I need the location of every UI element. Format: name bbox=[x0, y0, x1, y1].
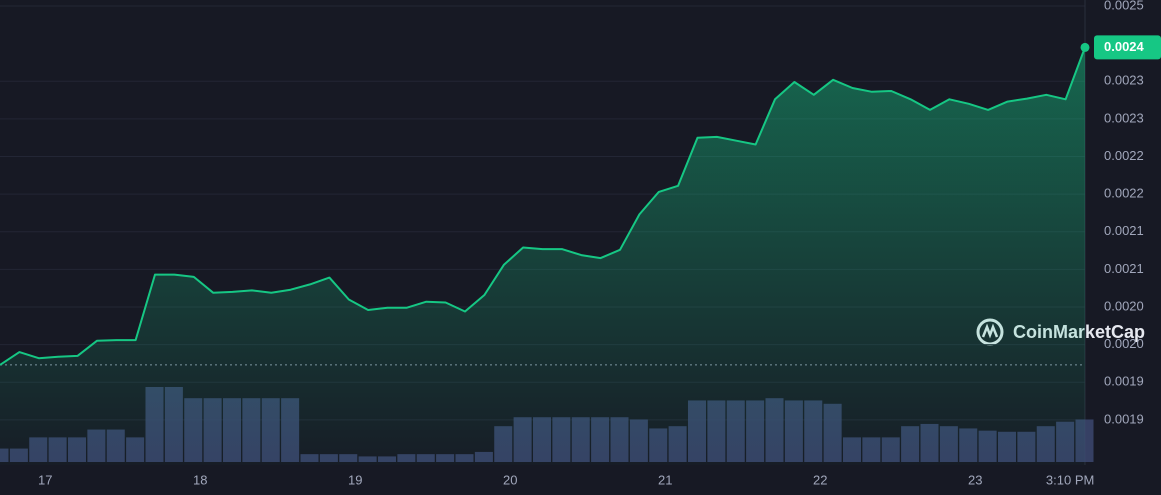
x-tick-label: 3:10 PM bbox=[1046, 472, 1094, 487]
x-tick-label: 17 bbox=[38, 472, 52, 487]
y-tick-label: 0.0019 bbox=[1104, 374, 1144, 389]
y-tick-label: 0.0021 bbox=[1104, 261, 1144, 276]
x-tick-label: 20 bbox=[503, 472, 517, 487]
x-tick-label: 18 bbox=[193, 472, 207, 487]
y-tick-label: 0.0020 bbox=[1104, 336, 1144, 351]
y-tick-label: 0.0022 bbox=[1104, 186, 1144, 201]
price-badge-label: 0.0024 bbox=[1104, 39, 1145, 54]
price-line bbox=[0, 47, 1086, 366]
y-tick-label: 0.0023 bbox=[1104, 110, 1144, 125]
y-tick-label: 0.0023 bbox=[1104, 73, 1144, 88]
x-tick-label: 23 bbox=[968, 472, 982, 487]
y-tick-label: 0.0019 bbox=[1104, 411, 1144, 426]
price-area bbox=[0, 47, 1085, 466]
y-tick-label: 0.0020 bbox=[1104, 298, 1144, 313]
y-tick-label: 0.0025 bbox=[1104, 0, 1144, 12]
last-point bbox=[1080, 42, 1090, 52]
x-tick-label: 22 bbox=[813, 472, 827, 487]
x-tick-label: 21 bbox=[658, 472, 672, 487]
y-tick-label: 0.0022 bbox=[1104, 148, 1144, 163]
price-badge bbox=[1094, 35, 1161, 60]
x-tick-label: 19 bbox=[348, 472, 362, 487]
y-tick-label: 0.0021 bbox=[1104, 223, 1144, 238]
